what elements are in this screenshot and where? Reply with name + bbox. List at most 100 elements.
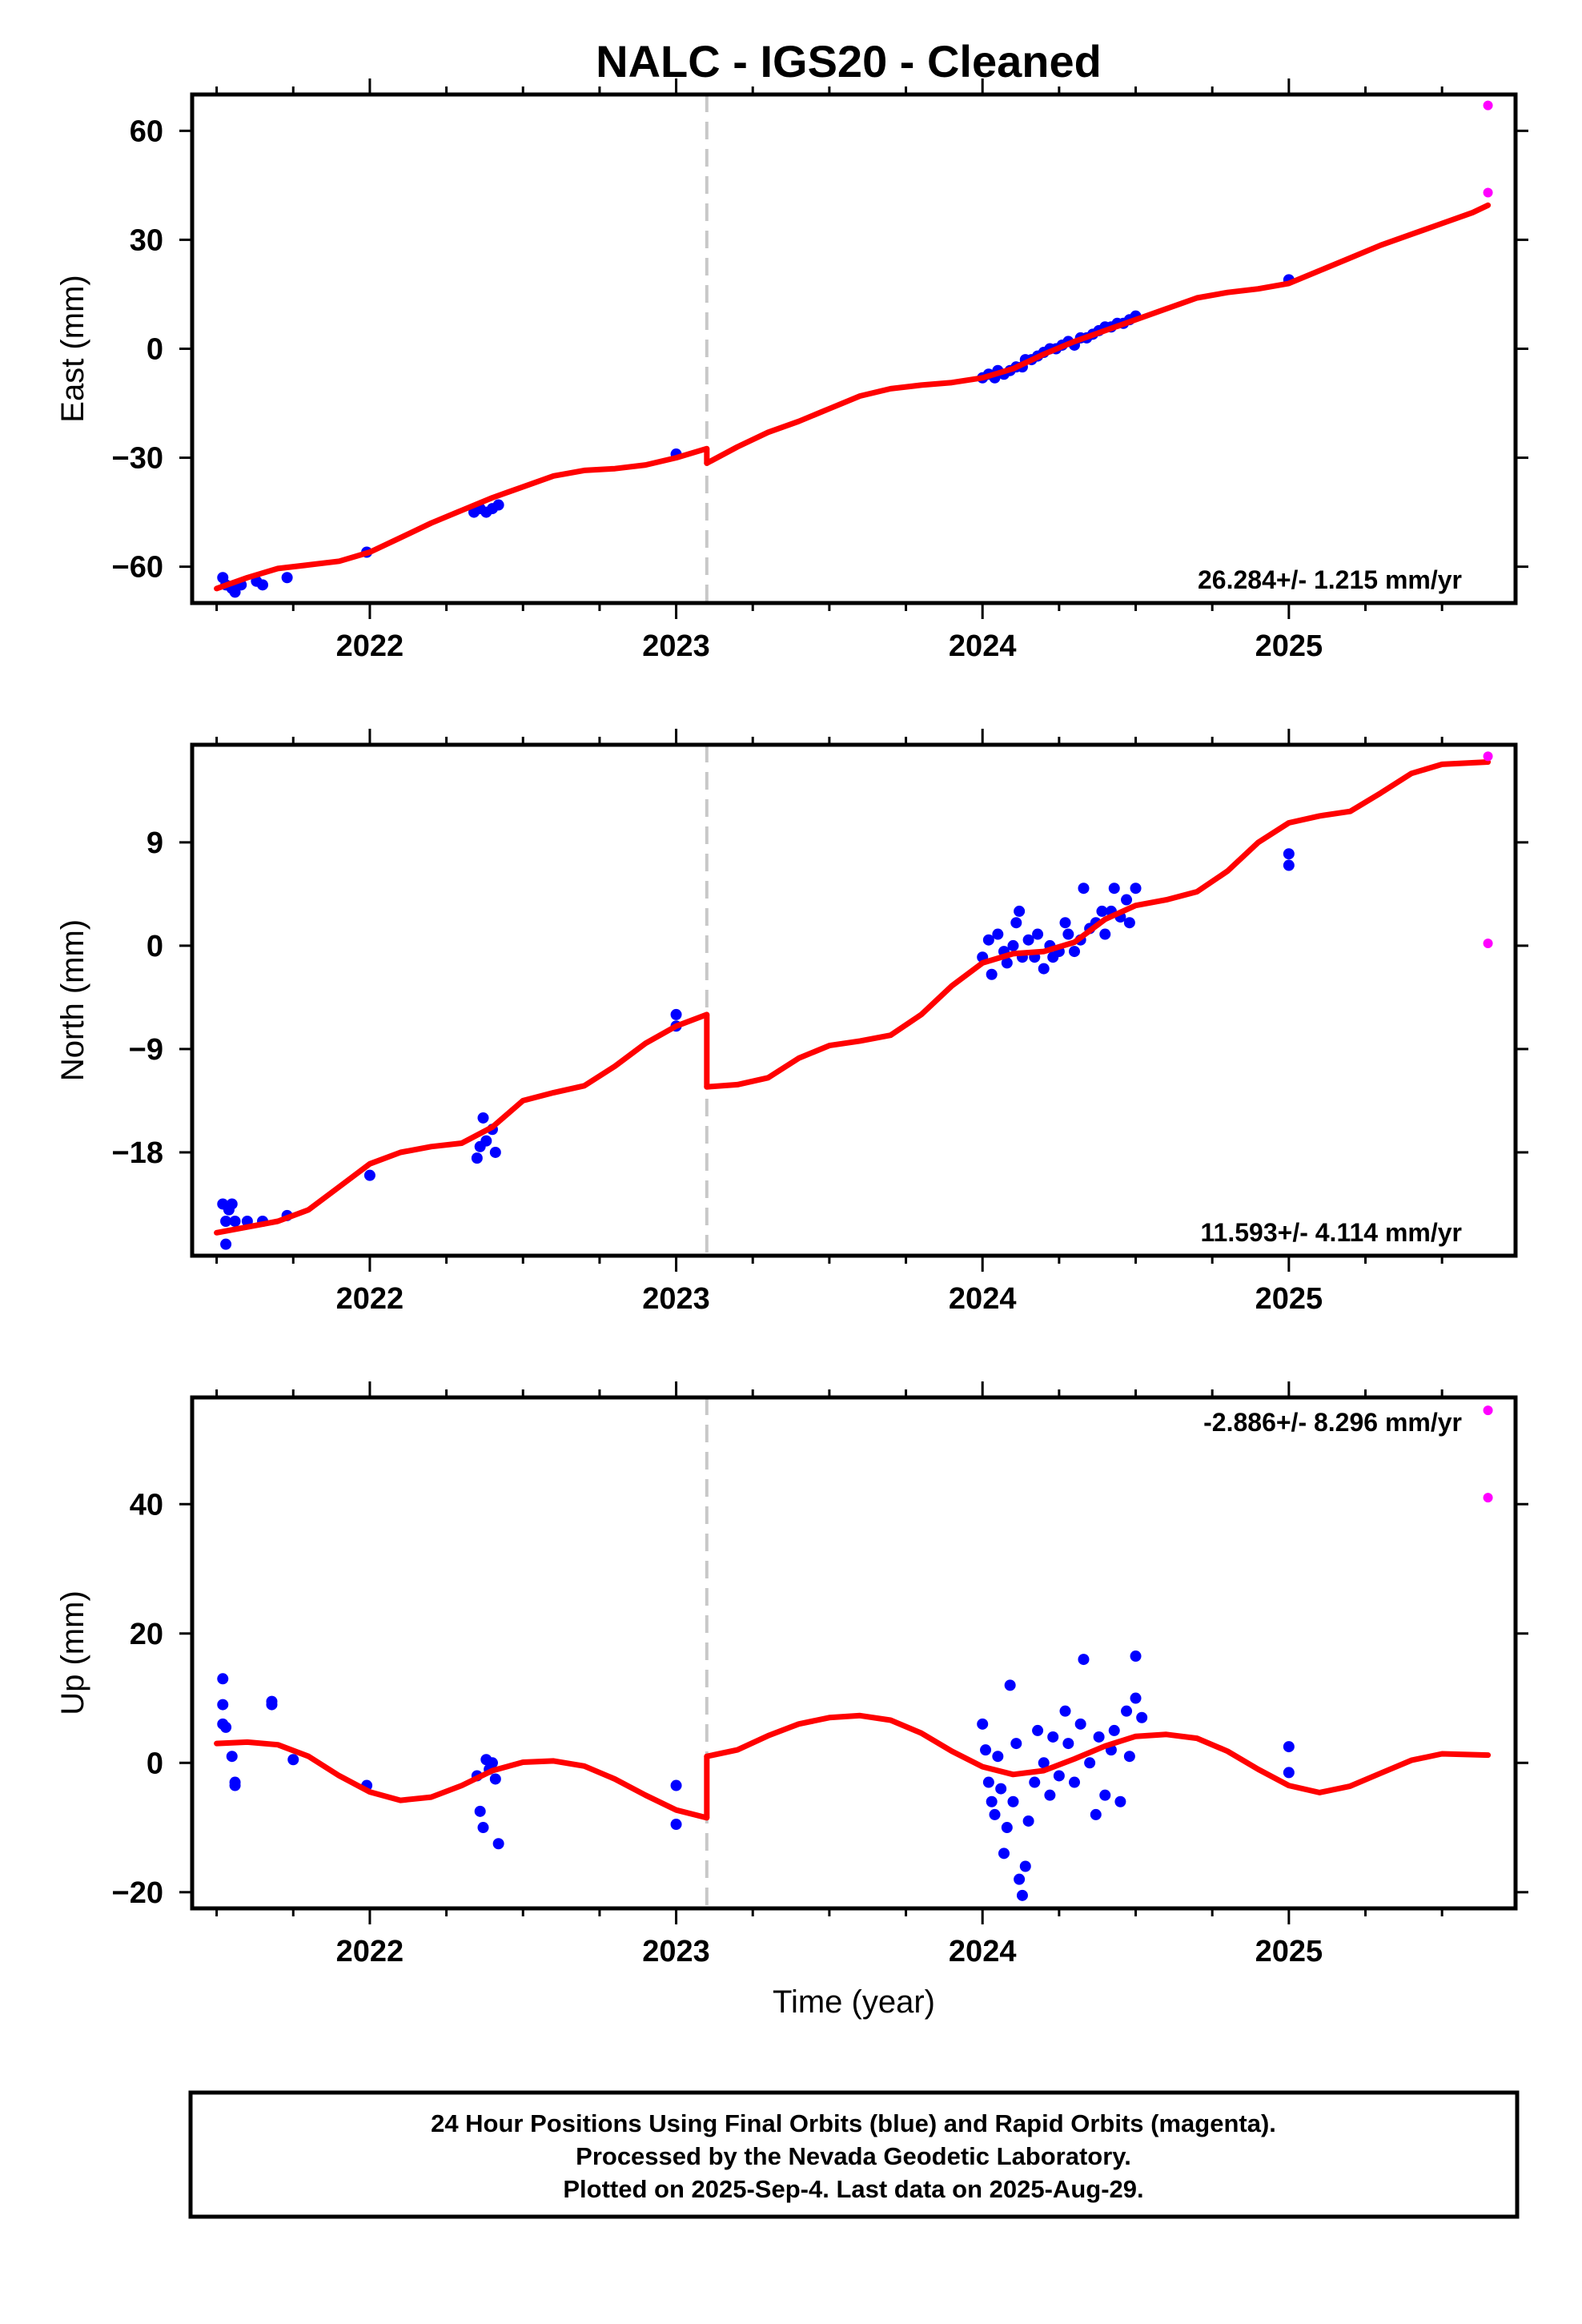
up-final-point [986, 1795, 998, 1807]
east-rapid-point [1483, 187, 1493, 198]
up-final-point [1130, 1651, 1142, 1663]
north-final-point [363, 1169, 375, 1181]
north-final-point [1096, 905, 1108, 917]
north-rapid-point [1483, 751, 1493, 762]
up-final-point [982, 1776, 994, 1788]
north-final-point [220, 1238, 232, 1250]
east-model-curve [214, 445, 710, 592]
north-final-point [1062, 928, 1074, 940]
east-frame [190, 92, 1518, 605]
chart-title: NALC - IGS20 - Cleaned [596, 36, 1102, 86]
east-y-tick-label: 30 [130, 223, 163, 257]
north-final-point [1022, 934, 1034, 946]
footer-box: 24 Hour Positions Using Final Orbits (bl… [188, 2090, 1520, 2219]
east-final-point [257, 579, 269, 591]
up-final-point [1032, 1724, 1044, 1736]
north-final-point [471, 1152, 483, 1164]
north-final-point [986, 968, 998, 980]
up-final-point [226, 1751, 238, 1763]
north-model-curve [704, 759, 1492, 1090]
up-final-point [1114, 1795, 1126, 1807]
east-data [214, 100, 1493, 598]
up-final-point [1062, 1738, 1074, 1750]
up-x-tick-label: 2022 [336, 1935, 404, 1968]
up-final-point [477, 1822, 489, 1834]
x-axis-label: Time (year) [773, 1984, 935, 2020]
north-rapid-point [1483, 939, 1493, 949]
east-y-axis-label: East (mm) [55, 275, 90, 422]
up-final-point [1136, 1711, 1148, 1723]
up-final-point [980, 1744, 992, 1756]
north-frame [190, 742, 1518, 1258]
north-final-point [1099, 928, 1111, 940]
up-final-point [1047, 1731, 1059, 1743]
north-final-point [1108, 883, 1120, 895]
up-final-point [670, 1779, 682, 1791]
up-rate-label: -2.886+/- 8.296 mm/yr [1203, 1408, 1462, 1437]
up-x-tick-label: 2024 [949, 1935, 1017, 1968]
up-final-point [1078, 1654, 1090, 1666]
up-final-point [1090, 1808, 1102, 1820]
up-rapid-point [1483, 1405, 1493, 1416]
east-x-tick-label: 2025 [1255, 629, 1323, 663]
east-model-curve [704, 202, 1492, 466]
up-final-point [266, 1699, 278, 1711]
north-y-tick-label: 9 [147, 826, 163, 860]
up-final-point [1044, 1789, 1056, 1801]
up-final-point [1059, 1705, 1071, 1717]
east-y-tick-label: −60 [112, 551, 163, 585]
footer-line-2: Processed by the Nevada Geodetic Laborat… [576, 2142, 1131, 2170]
north-final-point [1001, 957, 1013, 969]
north-final-point [1014, 905, 1026, 917]
east-final-point [281, 572, 293, 584]
up-y-axis-label: Up (mm) [55, 1590, 90, 1715]
north-data [214, 751, 1493, 1250]
north-final-point [1069, 946, 1080, 958]
north-final-point [1059, 917, 1071, 929]
up-rapid-point [1483, 1493, 1493, 1503]
north-final-point [229, 1215, 241, 1227]
plot-panels: 2022 2023 2024 2025 −60 −30 0 30 60 East (mm) 26.2… [55, 78, 1528, 2020]
up-final-point [1069, 1776, 1080, 1788]
north-final-point [1007, 939, 1019, 951]
east-panel: 2022 2023 2024 2025 −60 −30 0 30 60 East (mm) 26.2… [55, 78, 1528, 663]
north-final-point [1123, 917, 1135, 929]
east-x-tick-label: 2024 [949, 629, 1017, 663]
north-final-point [480, 1135, 492, 1147]
north-final-point [1283, 859, 1295, 871]
up-final-point [220, 1721, 232, 1733]
up-y-tick-label: 20 [130, 1618, 163, 1651]
north-final-point [1010, 917, 1022, 929]
north-final-point [1038, 963, 1050, 975]
up-final-point [1084, 1757, 1096, 1769]
up-final-point [1074, 1718, 1086, 1730]
up-y-tick-label: 0 [147, 1747, 163, 1780]
up-final-point [1038, 1757, 1050, 1769]
north-panel: 2022 2023 2024 2025 −18 −9 0 9 North (mm) 11.593+… [55, 729, 1528, 1316]
north-final-point [992, 928, 1004, 940]
north-final-point [220, 1215, 232, 1227]
north-x-tick-label: 2023 [642, 1282, 710, 1316]
up-final-point [998, 1848, 1010, 1860]
north-final-point [670, 1008, 682, 1020]
up-final-point [977, 1718, 989, 1730]
north-model-curve [214, 1011, 710, 1236]
up-final-point [217, 1699, 229, 1711]
up-panel: 2022 2023 2024 2025 −20 0 20 40 Up (mm) Time (yea… [55, 1381, 1528, 2020]
up-final-point [287, 1754, 299, 1766]
up-y-tick-label: −20 [112, 1876, 163, 1910]
up-final-point [1283, 1741, 1295, 1753]
east-y-tick-label: 0 [147, 333, 163, 367]
north-y-axis-label: North (mm) [55, 919, 90, 1081]
east-y-tick-label: −30 [112, 442, 163, 476]
footer-line-1: 24 Hour Positions Using Final Orbits (bl… [431, 2109, 1276, 2137]
up-final-point [1014, 1873, 1026, 1885]
up-data [214, 1405, 1493, 1901]
up-model-curve [704, 1712, 1492, 1795]
up-final-point [1093, 1731, 1105, 1743]
up-x-tick-label: 2025 [1255, 1935, 1323, 1968]
north-final-point [1032, 928, 1044, 940]
north-y-tick-label: −9 [129, 1033, 163, 1067]
north-final-point [226, 1198, 238, 1210]
